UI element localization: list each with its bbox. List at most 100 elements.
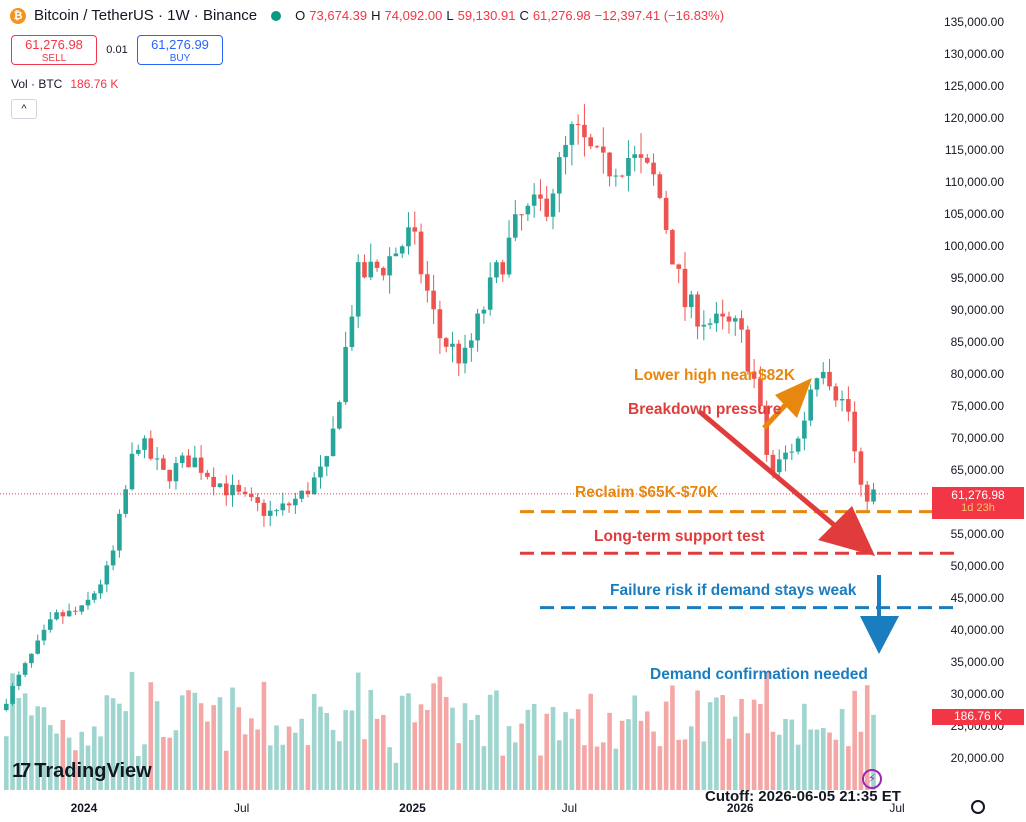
y-tick-label: 105,000.00 [944,207,1004,221]
lightning-icon[interactable]: ⚡ [862,769,882,789]
candle-body [91,593,97,600]
candle-body [594,146,600,148]
symbol-title[interactable]: Bitcoin / TetherUS · 1W · Binance [34,7,258,24]
volume-bar [500,755,506,790]
candle-body [293,498,298,506]
candle-body [770,454,776,473]
y-tick-label: 85,000.00 [951,335,1005,349]
candle-body [406,227,411,247]
volume-bar [104,695,110,790]
candle-body [732,318,738,322]
candle-body [519,214,524,216]
volume-bar [871,714,876,790]
candle-body [469,340,474,348]
volume-bar [531,703,537,790]
candle-body [230,484,235,496]
candle-body [280,503,286,511]
volume-bar [79,731,84,790]
volume-bar [632,695,638,790]
collapse-chevron-icon[interactable]: ^ [11,99,37,119]
volume-bar [261,681,267,790]
volume-bar [293,732,298,790]
candle-body [205,472,210,477]
volume-bar [280,744,286,790]
annotation-breakdown: Breakdown pressure [628,401,782,418]
volume-tag: 186.76 K [932,709,1024,725]
candle-body [368,261,374,278]
volume-bar [852,690,857,790]
y-tick-label: 50,000.00 [951,559,1005,573]
volume-bar [381,714,386,790]
candle-body [588,137,594,147]
volume-bar [638,720,644,790]
candle-body [223,483,229,496]
annotation-demand: Demand confirmation needed [650,666,868,683]
volume-bar [783,718,788,790]
volume-bar [236,707,242,790]
candle-body [808,389,813,421]
volume-bar [575,709,581,790]
candle-body [186,455,191,468]
candle-body [745,329,751,372]
breakdown-arrow-shaft [698,410,842,532]
volume-bar [29,715,34,790]
candle-body [871,489,876,502]
candle-body [820,371,826,379]
sell-button[interactable]: 61,276.98 SELL [11,35,97,65]
candle-body [613,175,619,177]
volume-bar [148,682,154,790]
candle-body [846,399,851,412]
candle-body [839,399,845,401]
volume-bar [513,742,518,790]
volume-bar [450,707,455,790]
volume-bar [343,710,348,790]
candle-body [261,502,267,516]
settings-gear-icon[interactable] [971,800,985,814]
volume-bar [789,719,795,790]
y-tick-label: 65,000.00 [951,463,1005,477]
y-tick-label: 90,000.00 [951,303,1005,317]
candle-body [582,124,587,138]
candle-body [299,490,304,499]
candle-body [330,428,336,457]
candle-body [626,157,631,176]
volume-bar [802,703,807,790]
volume-bar [437,676,443,790]
volume-bar [387,747,392,790]
candle-body [695,294,700,327]
candle-body [550,193,556,217]
candle-body [437,309,443,339]
x-tick-label: 2024 [70,801,98,815]
candle-body [412,227,418,232]
candle-body [663,197,669,230]
volume-bar [720,695,725,790]
volume-bar [594,746,600,790]
buy-button[interactable]: 61,276.99 BUY [137,35,223,65]
candle-body [255,497,260,503]
candle-body [758,378,763,407]
candle-body [776,459,782,473]
volume-bar [563,712,568,790]
candle-body [864,484,870,502]
y-tick-label: 135,000.00 [944,15,1004,29]
volume-bar [305,745,311,790]
volume-bar [249,718,254,790]
annotation-failure: Failure risk if demand stays weak [610,582,857,599]
volume-bar [330,729,336,790]
x-tick-label: Jul [889,801,905,815]
candle-body [833,386,839,401]
volume-bar [54,733,59,790]
volume-bar [833,739,839,790]
volume-bar [726,738,732,790]
candle-body [179,455,185,464]
volume-bar [286,726,292,790]
candle-body [783,452,788,460]
volume-bar [142,744,147,790]
candle-body [387,256,392,276]
volume-bar [110,698,116,790]
candle-body [494,262,499,278]
volume-bar [135,755,141,790]
volume-bar [795,744,801,790]
failure-arrowhead [860,616,899,654]
